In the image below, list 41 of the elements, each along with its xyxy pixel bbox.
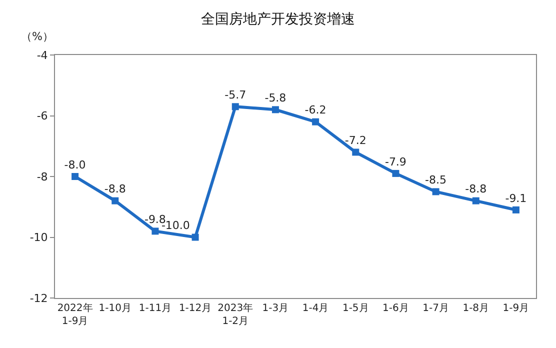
- y-tick-label: -12: [30, 292, 48, 305]
- data-label: -7.9: [384, 155, 406, 168]
- x-tick-label: 1-6月: [382, 303, 409, 314]
- data-label: -9.1: [505, 192, 527, 205]
- y-tick-label: -6: [36, 110, 48, 123]
- point: [472, 197, 480, 204]
- x-tick-label: 1-8月: [462, 303, 490, 314]
- x-tick-label: 1-10月: [98, 303, 132, 314]
- data-label: -8.8: [104, 182, 126, 196]
- x-tick-label: 1-3月: [262, 303, 289, 314]
- point: [352, 148, 360, 156]
- y-axis-title: （%）: [21, 30, 54, 43]
- data-label: -7.2: [344, 134, 366, 148]
- point: [232, 103, 239, 110]
- point: [312, 118, 320, 126]
- point: [392, 170, 400, 177]
- x-tick-label: 1-12月: [178, 303, 212, 314]
- x-tick-label: 1-11月: [138, 303, 172, 314]
- point: [272, 106, 279, 114]
- chart-title: 全国房地产开发投资增速: [201, 12, 355, 28]
- data-label: -5.8: [264, 92, 286, 105]
- y-tick-label: -10: [30, 231, 48, 244]
- x-tick-label: 1-4月: [302, 303, 329, 314]
- x-tick-label: 2023年 1-2月: [218, 302, 254, 327]
- point: [432, 188, 440, 196]
- point: [192, 234, 199, 241]
- data-label: -8.5: [425, 174, 447, 187]
- point: [512, 206, 520, 214]
- data-label: -6.2: [304, 104, 326, 117]
- data-label: -8.8: [465, 182, 487, 196]
- x-tick-label: 1-9月: [502, 303, 530, 314]
- point: [152, 228, 159, 235]
- y-tick-label: -4: [36, 48, 48, 62]
- data-label: -8.0: [64, 158, 86, 172]
- y-tick-label: -8: [36, 170, 48, 184]
- data-label: -5.7: [224, 88, 246, 102]
- x-tick-label: 2022年 1-9月: [57, 302, 93, 327]
- point: [112, 197, 119, 204]
- point: [72, 173, 79, 180]
- x-tick-label: 1-7月: [422, 303, 449, 314]
- x-tick-label: 1-5月: [342, 303, 369, 314]
